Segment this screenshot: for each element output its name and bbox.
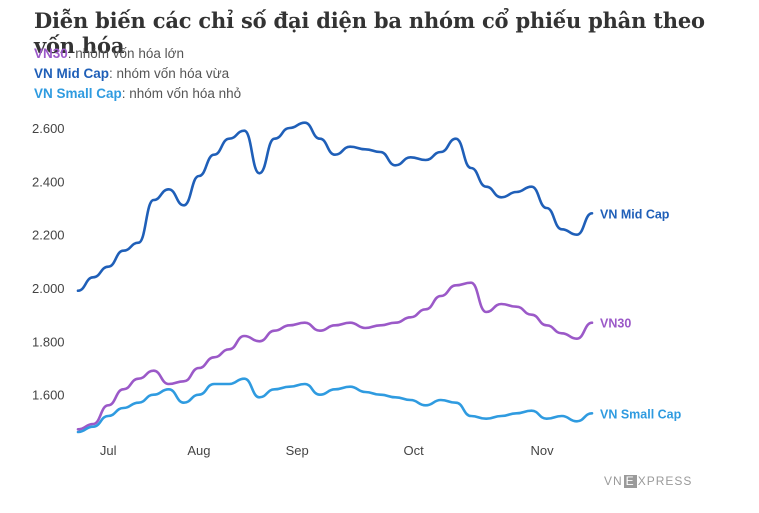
x-tick-label: Nov	[531, 443, 555, 458]
legend: VN30: nhóm vốn hóa lớn VN Mid Cap: nhóm …	[34, 44, 241, 104]
y-tick-label: 2.400	[32, 174, 65, 189]
x-axis: Jul Aug Sep Oct Nov	[100, 443, 554, 458]
series-line	[76, 377, 594, 434]
series-lines	[76, 121, 594, 434]
legend-item-midcap: VN Mid Cap: nhóm vốn hóa vừa	[34, 64, 241, 84]
y-tick-label: 2.200	[32, 228, 65, 243]
series-line	[76, 121, 594, 292]
series-line	[76, 281, 594, 431]
legend-name: VN Mid Cap	[34, 66, 110, 81]
series-end-label: VN Mid Cap	[600, 207, 670, 221]
y-tick-label: 1.800	[32, 334, 65, 349]
series-end-labels: VN Mid Cap VN30 VN Small Cap	[600, 207, 682, 421]
y-axis: 1.600 1.800 2.000 2.200 2.400 2.600	[32, 121, 65, 403]
legend-item-vn30: VN30: nhóm vốn hóa lớn	[34, 44, 241, 64]
series-end-label: VN Small Cap	[600, 407, 682, 421]
y-tick-label: 2.000	[32, 281, 65, 296]
y-tick-label: 1.600	[32, 388, 65, 403]
x-tick-label: Sep	[286, 443, 309, 458]
legend-item-smallcap: VN Small Cap: nhóm vốn hóa nhỏ	[34, 84, 241, 104]
legend-name: VN30	[34, 46, 68, 61]
chart-title: Diễn biến các chỉ số đại diện ba nhóm cổ…	[34, 8, 705, 58]
logo-text-vn: VN	[604, 474, 623, 488]
x-tick-label: Jul	[100, 443, 117, 458]
legend-desc: : nhóm vốn hóa vừa	[109, 66, 230, 81]
legend-desc: : nhóm vốn hóa lớn	[67, 46, 184, 61]
legend-name: VN Small Cap	[34, 86, 122, 101]
vnexpress-logo: VN E XPRESS	[604, 474, 692, 488]
legend-desc: : nhóm vốn hóa nhỏ	[121, 86, 242, 101]
series-end-label: VN30	[600, 317, 631, 331]
logo-text-xpress: XPRESS	[637, 474, 693, 488]
logo-mark-e: E	[623, 474, 637, 488]
x-tick-label: Oct	[403, 443, 424, 458]
x-tick-label: Aug	[187, 443, 210, 458]
y-tick-label: 2.600	[32, 121, 65, 136]
